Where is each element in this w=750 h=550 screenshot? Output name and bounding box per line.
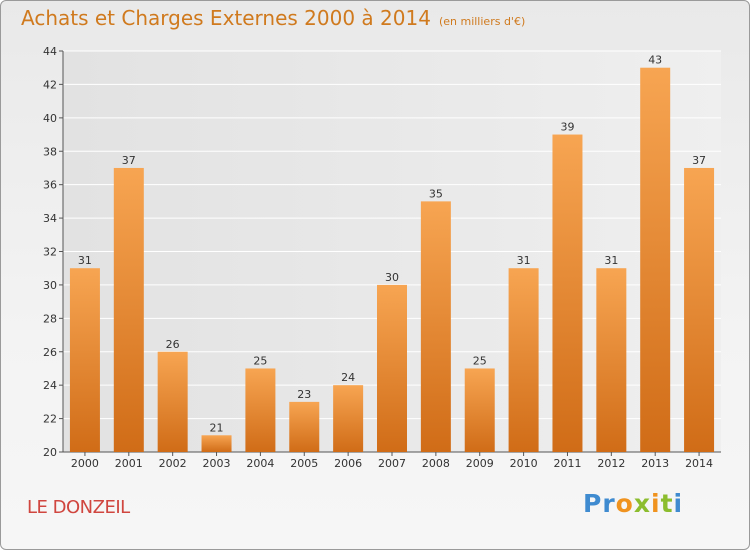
data-label: 35 — [429, 187, 443, 200]
bar — [684, 167, 715, 453]
y-tick-label: 36 — [43, 179, 57, 192]
bar — [640, 67, 671, 452]
x-tick-label: 2008 — [422, 457, 450, 470]
x-tick-label: 2005 — [290, 457, 318, 470]
x-tick-label: 2004 — [246, 457, 274, 470]
proxiti-logo: Proxiti — [583, 489, 684, 518]
data-label: 26 — [166, 338, 180, 351]
location-label: LE DONZEIL — [27, 497, 130, 518]
data-label: 25 — [473, 354, 487, 367]
data-label: 31 — [517, 254, 531, 267]
bar — [245, 368, 276, 452]
bar — [157, 351, 188, 452]
bar — [333, 385, 364, 452]
data-label: 37 — [692, 154, 706, 167]
y-tick-label: 22 — [43, 413, 57, 426]
bar — [552, 134, 583, 452]
data-label: 43 — [648, 54, 662, 67]
bar — [201, 435, 232, 452]
x-tick-label: 2002 — [159, 457, 187, 470]
x-tick-label: 2014 — [685, 457, 713, 470]
y-tick-label: 24 — [43, 379, 57, 392]
y-tick-label: 20 — [43, 446, 57, 459]
y-tick-label: 42 — [43, 78, 57, 91]
y-tick-label: 30 — [43, 279, 57, 292]
bar — [596, 268, 627, 452]
y-tick-label: 34 — [43, 212, 57, 225]
y-tick-label: 38 — [43, 145, 57, 158]
data-label: 37 — [122, 154, 136, 167]
y-tick-label: 44 — [43, 45, 57, 58]
x-tick-label: 2012 — [597, 457, 625, 470]
chart-subtitle: (en milliers d'€) — [438, 15, 526, 28]
y-tick-label: 40 — [43, 112, 57, 125]
chart-title: Achats et Charges Externes 2000 à 2014 (e… — [21, 6, 525, 30]
bar — [289, 401, 320, 452]
data-label: 31 — [604, 254, 618, 267]
bar — [508, 268, 539, 452]
chart-title-text: Achats et Charges Externes 2000 à 2014 — [21, 6, 431, 30]
x-tick-label: 2001 — [115, 457, 143, 470]
x-tick-label: 2003 — [203, 457, 231, 470]
x-tick-label: 2000 — [71, 457, 99, 470]
x-tick-label: 2013 — [641, 457, 669, 470]
bar — [420, 201, 451, 452]
y-tick-label: 26 — [43, 346, 57, 359]
x-tick-label: 2006 — [334, 457, 362, 470]
y-tick-label: 32 — [43, 246, 57, 259]
bar — [113, 167, 144, 453]
data-label: 30 — [385, 271, 399, 284]
bar — [69, 268, 100, 452]
x-tick-label: 2009 — [466, 457, 494, 470]
data-label: 25 — [253, 354, 267, 367]
x-tick-label: 2010 — [510, 457, 538, 470]
x-tick-label: 2011 — [553, 457, 581, 470]
data-label: 24 — [341, 371, 355, 384]
data-label: 31 — [78, 254, 92, 267]
y-tick-label: 28 — [43, 312, 57, 325]
bar — [377, 284, 407, 452]
data-label: 23 — [297, 388, 311, 401]
bar — [464, 368, 495, 452]
x-tick-label: 2007 — [378, 457, 406, 470]
data-label: 21 — [210, 421, 224, 434]
data-label: 39 — [560, 121, 574, 134]
